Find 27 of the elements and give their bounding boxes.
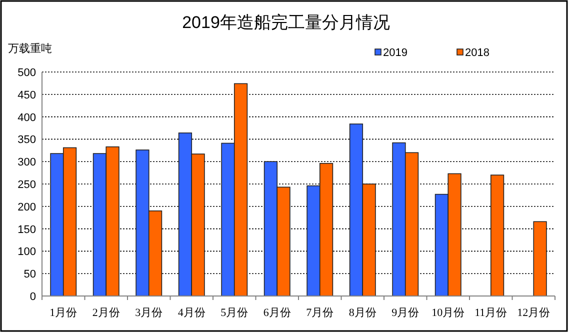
- y-tick-label: 200: [18, 201, 36, 214]
- y-tick-label: 350: [18, 134, 36, 146]
- x-tick-label: 6月份: [263, 307, 291, 319]
- y-tick-label: 0: [30, 291, 36, 303]
- legend-label: 2019: [383, 47, 408, 59]
- x-tick-label: 11月份: [474, 307, 508, 319]
- x-tick-label: 9月份: [392, 307, 420, 319]
- y-tick-label: 250: [18, 179, 36, 191]
- x-tick-label: 2月份: [92, 307, 120, 319]
- chart-title: 2019年造船完工量分月情况: [182, 13, 390, 32]
- x-tick-label: 8月份: [348, 307, 376, 319]
- y-tick-label: 150: [18, 224, 36, 236]
- legend-label: 2018: [465, 47, 490, 59]
- y-tick-label: 50: [24, 268, 36, 281]
- y-tick-label: 400: [18, 112, 36, 124]
- x-tick-label: 4月份: [178, 307, 206, 319]
- x-tick-label: 10月份: [432, 307, 465, 319]
- x-tick-label: 5月份: [220, 307, 248, 319]
- x-tick-label: 7月份: [306, 307, 334, 319]
- y-tick-label: 300: [18, 156, 36, 169]
- x-tick-label: 12月份: [517, 307, 550, 319]
- y-tick-label: 450: [18, 89, 36, 102]
- x-tick-label: 3月份: [135, 307, 163, 319]
- y-tick-label: 100: [18, 246, 36, 258]
- x-tick-label: 1月份: [50, 307, 78, 319]
- y-tick-label: 500: [18, 67, 36, 79]
- y-axis-title: 万载重吨: [8, 42, 52, 55]
